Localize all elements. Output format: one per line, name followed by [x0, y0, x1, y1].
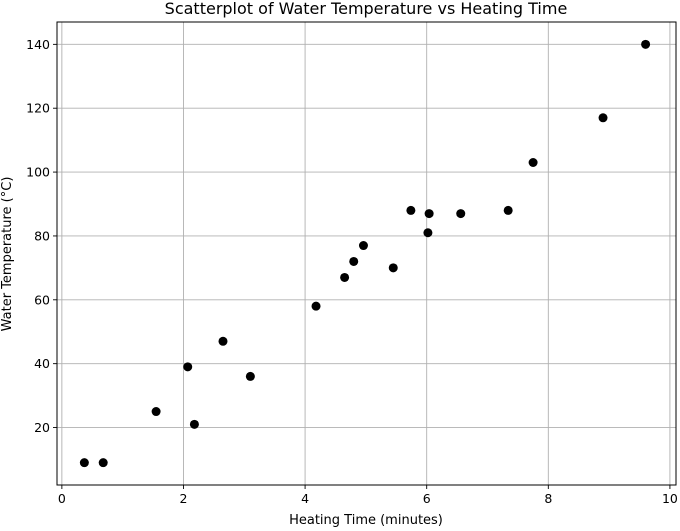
data-point — [358, 241, 368, 251]
x-tick-label: 8 — [544, 491, 552, 506]
data-point — [406, 205, 416, 215]
data-point — [349, 256, 359, 266]
y-tick-label: 80 — [34, 228, 50, 243]
x-tick-label: 4 — [301, 491, 309, 506]
data-point — [598, 113, 608, 123]
data-point — [456, 209, 466, 219]
data-point — [340, 272, 350, 282]
data-point — [189, 419, 199, 429]
data-point — [423, 228, 433, 238]
y-tick-label: 60 — [34, 292, 50, 307]
y-tick-label: 40 — [34, 356, 50, 371]
x-tick-label: 6 — [423, 491, 431, 506]
y-axis-title: Water Temperature (°C) — [0, 177, 15, 332]
data-point — [151, 407, 161, 417]
data-point — [98, 458, 108, 468]
data-point — [79, 458, 89, 468]
axis-ticks: 0 2 4 6 8 10 20 40 60 80 100 120 140 — [26, 37, 678, 506]
data-point — [245, 371, 255, 381]
x-tick-label: 0 — [58, 491, 66, 506]
plot-area-frame — [56, 21, 677, 486]
x-tick-label: 2 — [179, 491, 187, 506]
data-point — [311, 301, 321, 311]
y-tick-label: 120 — [26, 101, 50, 116]
x-tick-label: 10 — [662, 491, 678, 506]
y-tick-label: 20 — [34, 420, 50, 435]
data-point — [218, 336, 228, 346]
data-point — [641, 39, 651, 49]
data-point — [388, 263, 398, 273]
data-points — [79, 39, 651, 468]
x-axis-title: Heating Time (minutes) — [289, 513, 443, 527]
grid-lines — [57, 22, 676, 485]
data-point — [528, 157, 538, 167]
chart-title: Scatterplot of Water Temperature vs Heat… — [165, 0, 568, 18]
y-tick-label: 140 — [26, 37, 50, 52]
y-tick-label: 100 — [26, 165, 50, 180]
data-point — [503, 205, 513, 215]
data-point — [183, 362, 193, 372]
data-point — [424, 209, 434, 219]
